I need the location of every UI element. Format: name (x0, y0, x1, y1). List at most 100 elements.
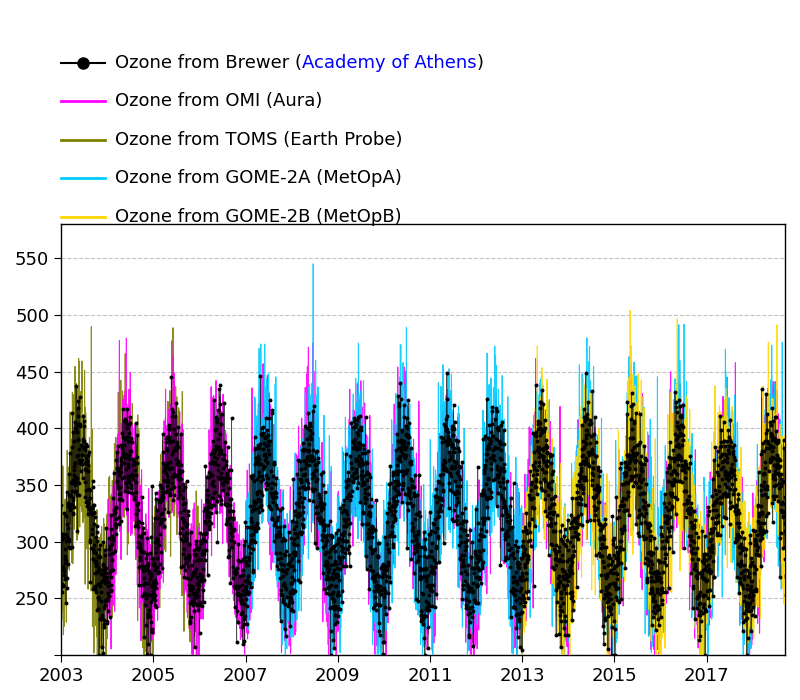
Point (266, 489, 279, 500)
Point (362, 489, 374, 500)
Point (618, 468, 630, 479)
Point (306, 472, 319, 483)
Point (508, 585, 521, 596)
Point (330, 527, 342, 538)
Point (441, 440, 454, 451)
Point (398, 465, 411, 476)
Point (98, 565, 110, 576)
Point (729, 505, 742, 517)
Point (356, 470, 369, 482)
Point (109, 503, 122, 514)
Point (295, 482, 308, 493)
Point (208, 458, 221, 470)
Point (242, 587, 254, 598)
Point (182, 561, 194, 572)
Point (575, 420, 588, 431)
Point (70, 472, 83, 483)
Point (173, 486, 186, 497)
Point (297, 469, 310, 480)
Point (113, 519, 126, 530)
Point (579, 438, 592, 449)
Point (483, 434, 496, 445)
Point (408, 490, 421, 501)
Point (246, 567, 259, 578)
Point (207, 445, 220, 456)
Point (595, 523, 608, 534)
Point (165, 484, 178, 495)
Point (498, 425, 510, 436)
Point (71, 402, 84, 413)
Point (344, 450, 357, 461)
Point (310, 542, 323, 553)
Point (660, 514, 673, 525)
Point (322, 582, 334, 594)
Point (194, 596, 206, 607)
Point (105, 524, 118, 535)
Point (359, 493, 372, 504)
Point (409, 513, 422, 524)
Point (598, 612, 611, 624)
Point (372, 617, 385, 629)
Point (643, 525, 656, 536)
Point (95, 568, 108, 580)
Point (81, 496, 94, 507)
Point (715, 449, 728, 460)
Point (644, 566, 657, 578)
Point (765, 430, 778, 442)
Point (682, 494, 694, 505)
Point (752, 466, 765, 477)
Point (498, 500, 511, 512)
Point (108, 518, 121, 529)
Point (474, 553, 486, 564)
Point (704, 545, 717, 557)
Point (666, 500, 678, 511)
Point (250, 489, 263, 500)
Point (63, 536, 76, 547)
Point (784, 547, 797, 559)
Point (598, 533, 610, 545)
Point (226, 526, 238, 537)
Point (538, 475, 551, 486)
Point (480, 479, 493, 490)
Point (148, 559, 161, 570)
Point (705, 565, 718, 576)
Point (240, 581, 253, 592)
Point (404, 456, 417, 467)
Point (338, 495, 350, 506)
Point (686, 553, 698, 564)
Point (259, 441, 272, 452)
Point (622, 450, 634, 461)
Point (792, 596, 800, 608)
Point (330, 617, 343, 628)
Point (542, 480, 554, 491)
Point (240, 556, 253, 568)
Point (342, 480, 354, 491)
Point (469, 596, 482, 607)
Point (595, 550, 608, 561)
Point (441, 410, 454, 421)
Point (790, 507, 800, 518)
Point (411, 554, 424, 566)
Point (542, 503, 555, 514)
Point (258, 454, 271, 466)
Point (696, 601, 709, 612)
Point (450, 500, 462, 511)
Point (327, 601, 340, 612)
Point (642, 554, 654, 565)
Point (243, 587, 256, 598)
Point (698, 531, 711, 542)
Point (293, 500, 306, 512)
Point (411, 540, 424, 552)
Point (471, 518, 484, 529)
Point (474, 530, 487, 541)
Point (187, 589, 200, 601)
Point (751, 499, 764, 510)
Point (314, 504, 327, 515)
Point (343, 494, 356, 505)
Point (543, 450, 556, 461)
Point (616, 543, 629, 554)
Point (127, 458, 140, 470)
Point (475, 562, 488, 573)
Point (742, 592, 755, 603)
Point (136, 546, 149, 557)
